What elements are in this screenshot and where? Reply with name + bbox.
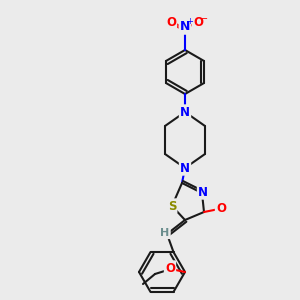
Text: N: N xyxy=(198,185,208,199)
Text: N: N xyxy=(180,20,190,34)
Text: H: H xyxy=(160,228,169,238)
Text: −: − xyxy=(200,14,208,24)
Text: O: O xyxy=(166,16,176,28)
Text: +: + xyxy=(187,17,194,26)
Text: O: O xyxy=(216,202,226,214)
Text: N: N xyxy=(180,106,190,118)
Text: S: S xyxy=(168,200,176,212)
Text: O: O xyxy=(193,16,203,28)
Text: O: O xyxy=(165,262,175,275)
Text: N: N xyxy=(180,161,190,175)
